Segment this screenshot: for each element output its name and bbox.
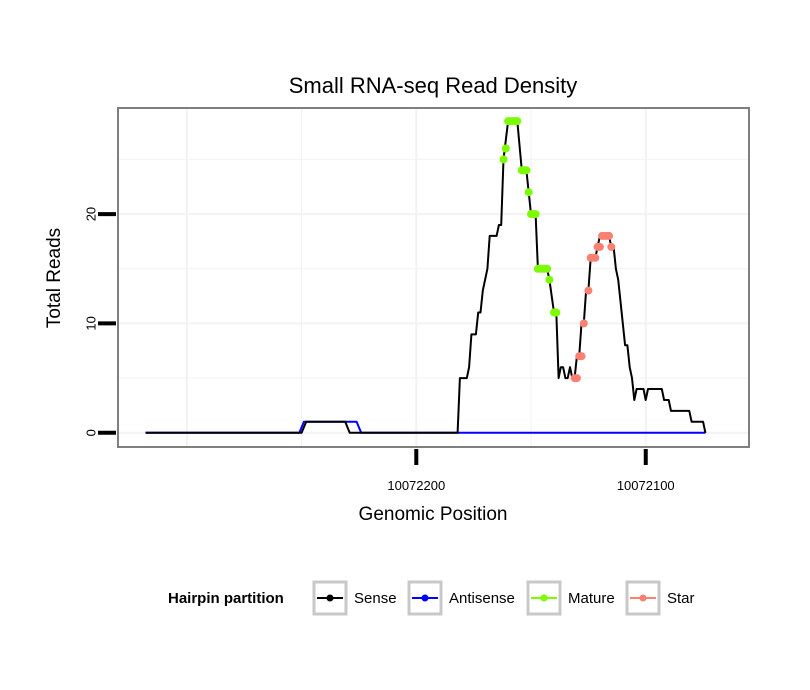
point-star	[591, 253, 600, 262]
y-tick-label: 10	[83, 316, 98, 330]
legend-title: Hairpin partition	[168, 590, 284, 607]
point-star	[577, 352, 586, 361]
legend-item-mature: Mature	[526, 580, 615, 616]
point-mature	[499, 155, 508, 164]
x-axis: 10072200 10072100	[387, 449, 675, 493]
series-lines	[145, 120, 707, 434]
point-star	[607, 242, 616, 251]
point-star	[572, 374, 581, 383]
legend-label: Antisense	[449, 590, 515, 607]
legend-item-antisense: Antisense	[407, 580, 515, 616]
point-star	[579, 319, 588, 328]
point-star	[595, 242, 604, 251]
y-axis-label: Total Reads	[44, 228, 65, 328]
point-mature	[513, 117, 522, 126]
y-tick-label: 0	[83, 429, 98, 436]
point-mature	[543, 264, 552, 273]
point-mature	[501, 144, 510, 153]
point-mature	[545, 275, 554, 284]
legend-label: Star	[667, 590, 695, 607]
legend-key-point	[639, 594, 647, 602]
legend: Hairpin partition Sense Antisense Mature St…	[168, 580, 695, 616]
legend-key-point	[540, 594, 548, 602]
y-axis: 0 10 20	[83, 207, 116, 436]
x-tick-label: 10072200	[387, 478, 445, 493]
point-star	[605, 231, 613, 240]
legend-item-star: Star	[625, 580, 695, 616]
chart-title: Small RNA-seq Read Density	[289, 73, 578, 98]
legend-item-sense: Sense	[312, 580, 397, 616]
point-mature	[522, 166, 531, 175]
legend-key-point	[421, 594, 429, 602]
point-mature	[552, 308, 561, 317]
series-line-sense	[145, 120, 707, 434]
y-tick-label: 20	[83, 207, 98, 221]
point-star	[584, 286, 593, 295]
legend-key-point	[326, 594, 334, 602]
point-mature	[531, 210, 540, 219]
x-axis-label: Genomic Position	[359, 504, 508, 525]
legend-label: Mature	[568, 590, 615, 607]
point-mature	[524, 188, 533, 197]
legend-label: Sense	[354, 590, 397, 607]
plot-panel-border	[117, 107, 750, 448]
series-points	[499, 117, 616, 383]
x-tick-label: 10072100	[617, 478, 675, 493]
